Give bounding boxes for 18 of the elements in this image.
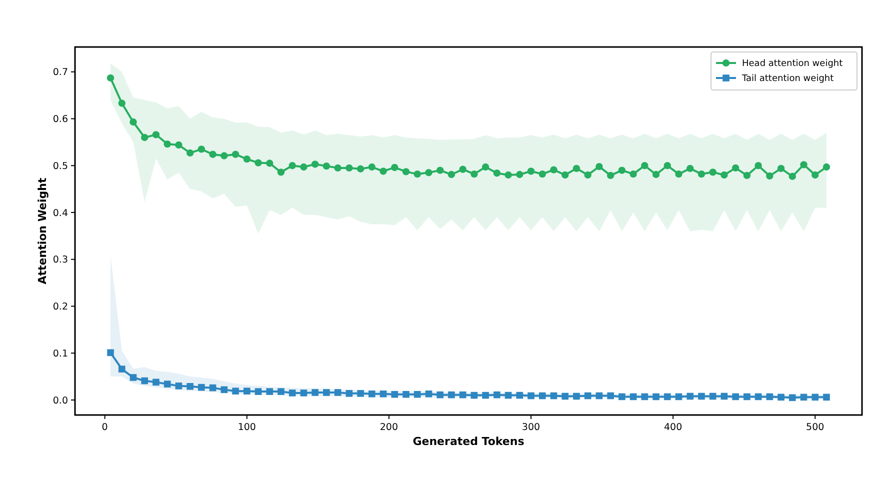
y-tick-label: 0.7 bbox=[52, 67, 68, 78]
y-tick-label: 0.0 bbox=[52, 395, 68, 406]
y-tick-label: 0.1 bbox=[52, 348, 68, 360]
x-tick-label: 500 bbox=[806, 422, 824, 433]
legend-label: Tail attention weight bbox=[741, 74, 834, 84]
y-tick-label: 0.3 bbox=[52, 254, 68, 266]
y-tick-label: 0.6 bbox=[52, 114, 68, 126]
legend-label: Head attention weight bbox=[742, 59, 844, 70]
x-tick-label: 0 bbox=[102, 422, 108, 433]
x-tick-label: 200 bbox=[380, 422, 398, 433]
y-tick-label: 0.4 bbox=[52, 208, 68, 219]
y-axis-title: Attention Weight bbox=[36, 178, 49, 284]
x-axis-title: Generated Tokens bbox=[412, 435, 525, 448]
x-tick-label: 100 bbox=[238, 422, 256, 433]
x-tick-label: 400 bbox=[664, 422, 682, 433]
x-tick-label: 300 bbox=[522, 422, 540, 433]
y-tick-label: 0.5 bbox=[52, 160, 68, 172]
y-tick-label: 0.2 bbox=[52, 302, 68, 313]
